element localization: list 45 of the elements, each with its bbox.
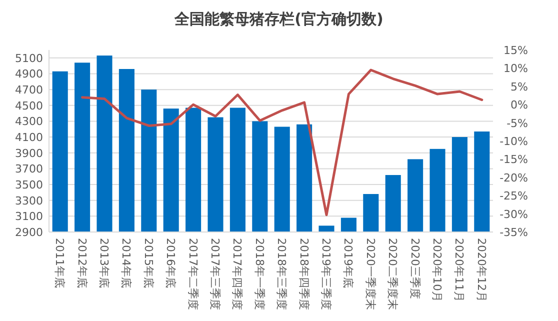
x-tick-label: 2018年三季度: [275, 238, 288, 310]
x-tick-label: 2017年三季度: [208, 238, 222, 310]
y2-tick-label: -15%: [500, 153, 528, 166]
y-tick-label: 3100: [15, 210, 43, 224]
y2-tick-label: -25%: [500, 190, 528, 203]
y-tick-label: 5100: [15, 52, 43, 65]
x-tick-label: 2020年11月: [452, 238, 466, 302]
y2-tick-label: 5%: [510, 80, 528, 94]
y-tick-label: 4700: [15, 84, 43, 97]
y-tick-label: 4500: [15, 99, 43, 112]
x-tick-label: 2017年四季度: [230, 238, 244, 310]
y2-tick-label: -35%: [500, 226, 528, 239]
x-tick-label: 2014年底: [120, 238, 133, 288]
y-tick-label: 3500: [15, 178, 43, 192]
chart-title: 全国能繁母猪存栏(官方确切数): [174, 10, 384, 28]
x-tick-label: 2020一季度末: [364, 238, 377, 310]
x-tick-label: 2016年底: [164, 238, 178, 288]
x-tick-label: 2017年二季度: [186, 238, 200, 310]
x-tick-label: 2018年四季度: [297, 238, 310, 310]
x-tick-label: 2011年底: [53, 238, 66, 288]
y2-tick-label: 15%: [504, 44, 528, 57]
x-tick-label: 2013年底: [98, 238, 110, 288]
y-tick-label: 2900: [15, 226, 43, 239]
x-tick-label: 2019年三季度: [320, 238, 332, 310]
x-tick-label: 2020年10月: [430, 238, 444, 302]
y2-tick-label: -20%: [500, 171, 528, 184]
y-tick-label: 4100: [15, 131, 43, 144]
y-tick-label: 4300: [15, 115, 43, 128]
x-tick-label: 2019年底: [342, 238, 355, 288]
x-tick-label: 2020二季度末: [386, 238, 400, 310]
x-tick-label: 2020年12月: [474, 238, 488, 302]
x-tick-label: 2020三季度: [408, 238, 422, 299]
x-tick-label: 2015年底: [142, 238, 155, 288]
y2-tick-label: 10%: [504, 62, 528, 76]
y-tick-label: 3700: [15, 162, 43, 176]
y2-tick-label: 0%: [510, 98, 528, 112]
line-series: [81, 68, 484, 216]
y2-tick-label: -5%: [506, 116, 528, 130]
y-tick-label: 3300: [15, 194, 43, 208]
y-tick-label: 4900: [15, 68, 43, 81]
y-tick-label: 3900: [15, 146, 43, 160]
y2-tick-label: -10%: [500, 135, 528, 148]
x-tick-label: 2018年一季度: [252, 238, 266, 310]
y2-tick-label: -30%: [500, 208, 528, 221]
x-tick-label: 2012年底: [75, 238, 88, 288]
